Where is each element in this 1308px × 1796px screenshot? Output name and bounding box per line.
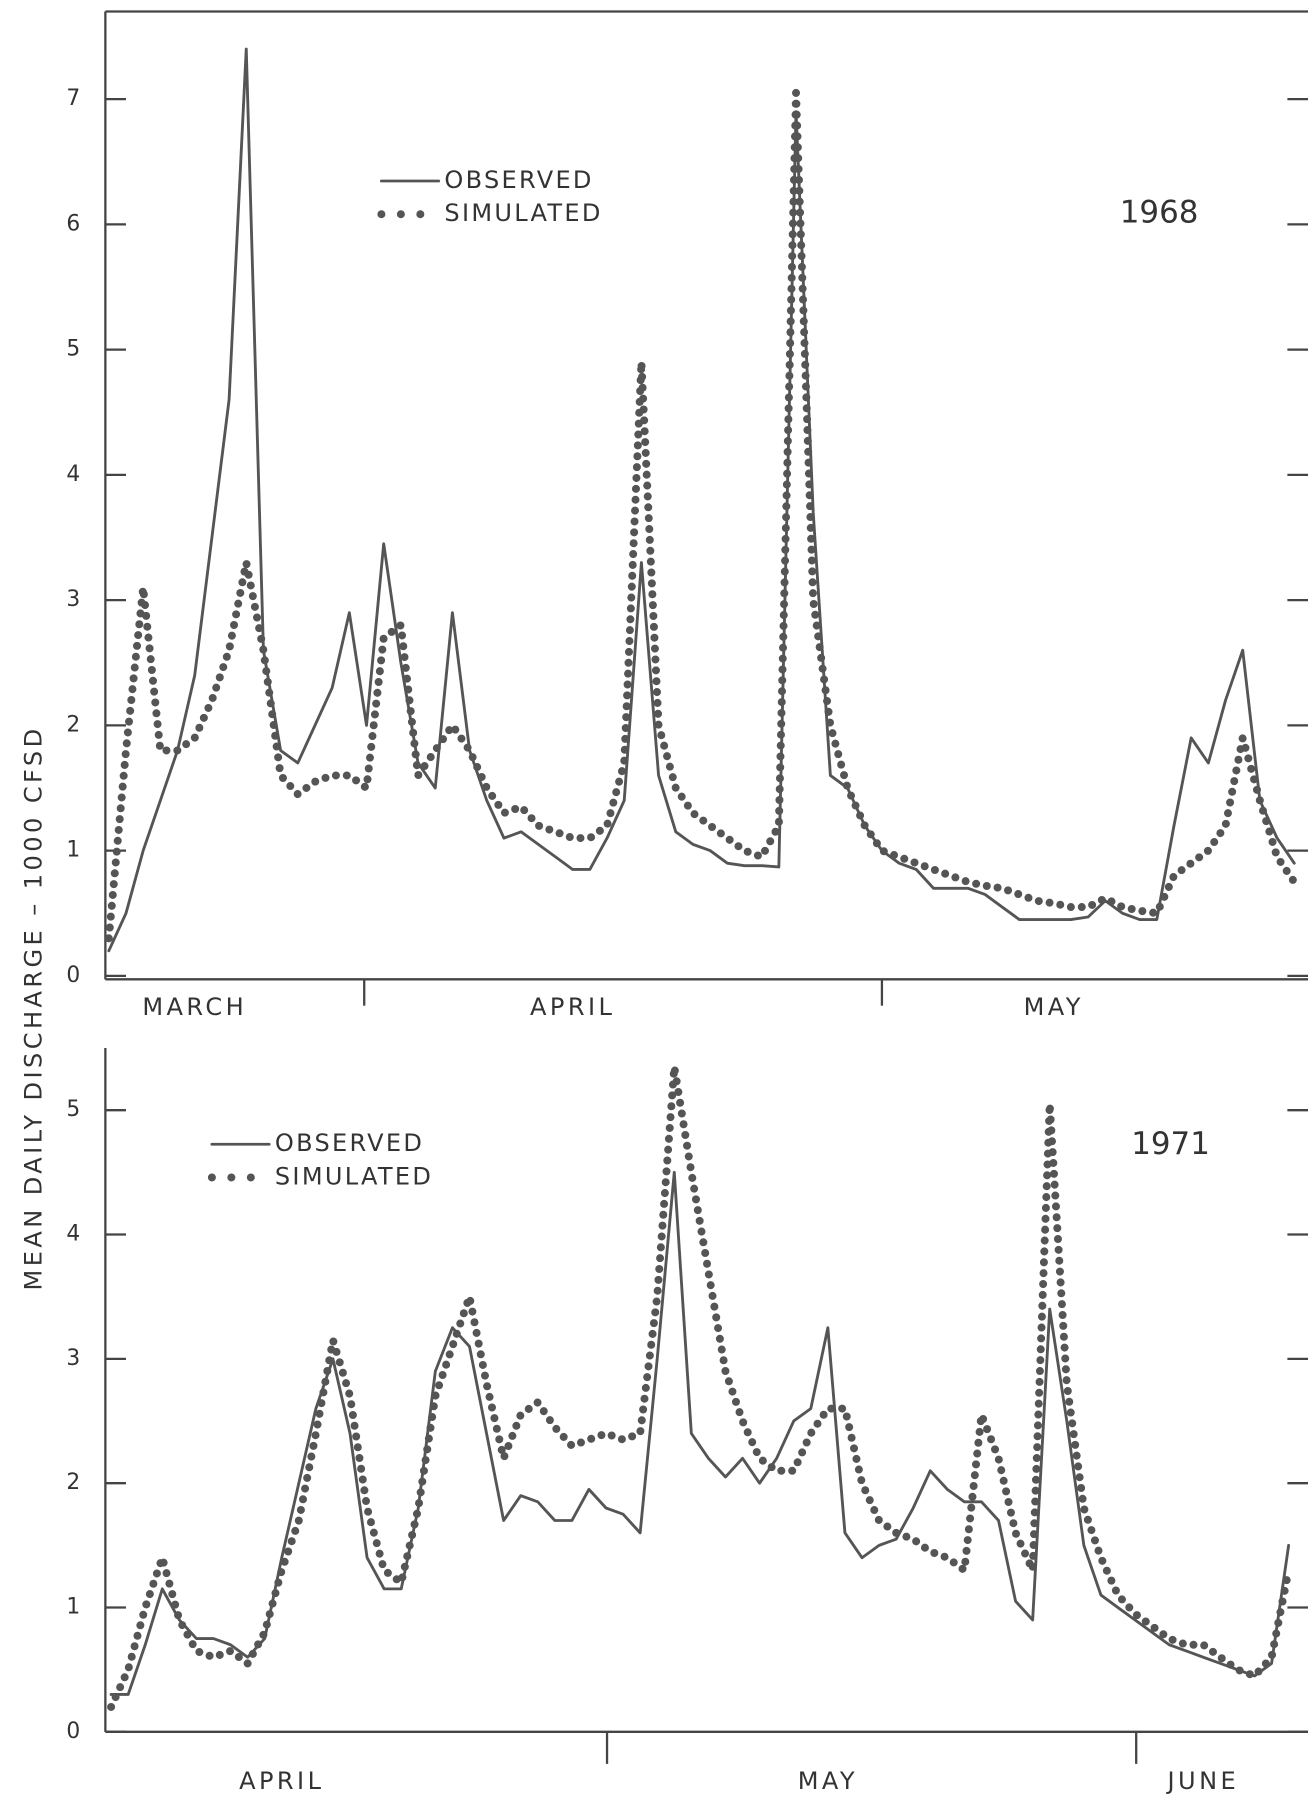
y-tick-label: 7 [66,86,80,111]
y-tick-label: 3 [66,587,80,612]
legend-label: SIMULATED [275,1162,433,1190]
y-tick-label: 4 [66,1222,80,1247]
y-tick-label: 2 [66,1470,80,1495]
month-label: MAY [1024,993,1084,1021]
y-axis-label: MEAN DAILY DISCHARGE – 1000 CFSD [19,725,47,1290]
observed-line [109,1170,1291,1696]
y-tick-label: 1 [66,1594,80,1619]
y-tick-label: 5 [66,1097,80,1122]
legend-label: OBSERVED [275,1129,424,1157]
y-tick-label: 0 [66,1719,80,1744]
year-label: 1968 [1120,195,1199,231]
month-label: APRIL [239,1767,324,1795]
month-label: MAY [798,1767,858,1795]
month-label: APRIL [530,993,615,1021]
simulated-line [107,1062,1293,1711]
y-tick-label: 2 [66,712,80,737]
observed-line [107,47,1296,953]
y-tick-label: 4 [66,462,80,487]
y-tick-label: 6 [66,211,80,236]
year-label: 1971 [1131,1126,1210,1162]
y-tick-label: 3 [66,1346,80,1371]
legend-label: OBSERVED [444,166,593,194]
simulated-line [104,88,1299,943]
legend-label: SIMULATED [444,199,602,227]
month-label: MARCH [142,993,247,1021]
y-tick-label: 1 [66,838,80,863]
y-tick-label: 5 [66,337,80,362]
month-label: JUNE [1166,1767,1240,1795]
y-tick-label: 0 [66,963,80,988]
